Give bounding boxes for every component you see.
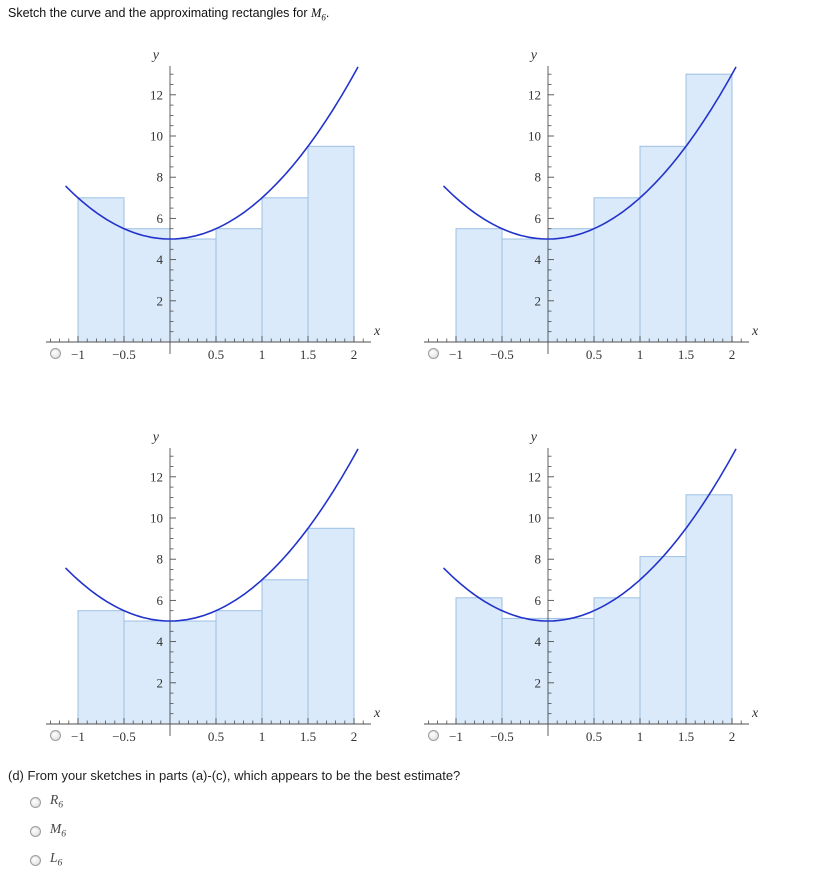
parabola-curve — [443, 448, 737, 622]
chart-option-b-radio[interactable] — [428, 348, 439, 359]
svg-text:1.5: 1.5 — [300, 347, 316, 362]
svg-text:2: 2 — [157, 293, 164, 308]
svg-text:12: 12 — [528, 87, 541, 102]
chart-option-a-plot: −1 −0.5 0.5 1 1.5 2 2 4 6 8 10 12 y x — [46, 48, 381, 362]
question-d: (d) From your sketches in parts (a)-(c),… — [8, 768, 460, 870]
svg-text:−0.5: −0.5 — [490, 347, 514, 362]
svg-text:−1: −1 — [71, 347, 85, 362]
chart-option-c-plot: −1 −0.5 0.5 1 1.5 2 2 4 6 8 10 12 y x — [46, 430, 381, 744]
parabola-curve — [65, 66, 359, 240]
answer-option-m6[interactable]: M6 — [30, 821, 460, 841]
chart-option-a-radio[interactable] — [50, 348, 61, 359]
svg-text:2: 2 — [535, 293, 542, 308]
svg-text:8: 8 — [157, 170, 164, 185]
svg-text:2: 2 — [157, 675, 164, 690]
svg-text:2: 2 — [729, 347, 736, 362]
chart-option-d: −1 −0.5 0.5 1 1.5 2 2 4 6 8 10 12 y x — [408, 406, 764, 754]
svg-text:12: 12 — [150, 469, 163, 484]
svg-text:1: 1 — [637, 729, 644, 744]
svg-text:8: 8 — [535, 552, 542, 567]
svg-text:12: 12 — [528, 469, 541, 484]
y-axis-label: y — [529, 430, 538, 445]
svg-text:2: 2 — [729, 729, 736, 744]
axes: −1 −0.5 0.5 1 1.5 2 2 4 6 8 10 12 y x — [46, 430, 381, 744]
chart-option-b: −1 −0.5 0.5 1 1.5 2 2 4 6 8 10 12 y x — [408, 24, 764, 372]
answer-option-m6-radio[interactable] — [30, 825, 41, 837]
chart-option-b-plot: −1 −0.5 0.5 1 1.5 2 2 4 6 8 10 12 y x — [424, 48, 759, 362]
chart-option-c: −1 −0.5 0.5 1 1.5 2 2 4 6 8 10 12 y x — [30, 406, 386, 754]
svg-text:6: 6 — [535, 211, 542, 226]
svg-text:0.5: 0.5 — [586, 347, 602, 362]
svg-text:−1: −1 — [449, 729, 463, 744]
svg-text:12: 12 — [150, 87, 163, 102]
page-title: Sketch the curve and the approximating r… — [8, 6, 329, 23]
svg-text:−1: −1 — [71, 729, 85, 744]
x-axis-label: x — [373, 324, 381, 339]
svg-text:10: 10 — [150, 511, 163, 526]
svg-text:4: 4 — [535, 252, 542, 267]
svg-text:1: 1 — [637, 347, 644, 362]
svg-text:1: 1 — [259, 729, 266, 744]
svg-text:1.5: 1.5 — [300, 729, 316, 744]
answer-option-l6-label: L6 — [50, 850, 63, 869]
svg-text:2: 2 — [351, 729, 358, 744]
axes: −1 −0.5 0.5 1 1.5 2 2 4 6 8 10 12 y x — [424, 430, 759, 744]
x-axis-label: x — [751, 324, 759, 339]
svg-text:0.5: 0.5 — [208, 347, 224, 362]
approximating-rectangles — [455, 73, 733, 343]
svg-text:0.5: 0.5 — [208, 729, 224, 744]
svg-text:4: 4 — [157, 634, 164, 649]
svg-text:4: 4 — [535, 634, 542, 649]
svg-text:10: 10 — [150, 129, 163, 144]
svg-text:2: 2 — [535, 675, 542, 690]
title-math-subscript: 6 — [321, 12, 326, 23]
svg-text:2: 2 — [351, 347, 358, 362]
title-math-letter: M — [310, 6, 322, 20]
parabola-curve — [443, 66, 737, 240]
svg-text:8: 8 — [535, 170, 542, 185]
svg-text:4: 4 — [157, 252, 164, 267]
axes: −1 −0.5 0.5 1 1.5 2 2 4 6 8 10 12 y x — [46, 48, 381, 362]
svg-text:8: 8 — [157, 552, 164, 567]
svg-text:10: 10 — [528, 129, 541, 144]
approximating-rectangles — [77, 527, 355, 725]
title-period: . — [325, 6, 330, 20]
answer-option-m6-label: M6 — [50, 821, 67, 840]
approximating-rectangles — [77, 145, 355, 343]
answer-option-l6-radio[interactable] — [30, 854, 41, 866]
question-d-text: (d) From your sketches in parts (a)-(c),… — [8, 768, 461, 783]
axes: −1 −0.5 0.5 1 1.5 2 2 4 6 8 10 12 y x — [424, 48, 759, 362]
svg-text:6: 6 — [535, 593, 542, 608]
chart-option-d-plot: −1 −0.5 0.5 1 1.5 2 2 4 6 8 10 12 y x — [424, 430, 759, 744]
svg-text:6: 6 — [157, 211, 164, 226]
chart-option-c-radio[interactable] — [50, 730, 61, 741]
x-axis-label: x — [373, 706, 381, 721]
answer-option-r6-label: R6 — [50, 792, 64, 811]
svg-text:6: 6 — [157, 593, 164, 608]
title-text: Sketch the curve and the approximating r… — [8, 6, 311, 20]
y-axis-label: y — [151, 48, 160, 63]
svg-text:−0.5: −0.5 — [112, 347, 136, 362]
chart-options-grid: −1 −0.5 0.5 1 1.5 2 2 4 6 8 10 12 y x −1 −0.5 0.5 1 1.5 2 2… — [30, 24, 764, 754]
y-axis-label: y — [529, 48, 538, 63]
chart-option-a: −1 −0.5 0.5 1 1.5 2 2 4 6 8 10 12 y x — [30, 24, 386, 372]
x-axis-label: x — [751, 706, 759, 721]
svg-text:10: 10 — [528, 511, 541, 526]
answer-option-l6[interactable]: L6 — [30, 850, 460, 870]
svg-text:1.5: 1.5 — [678, 729, 694, 744]
chart-option-d-radio[interactable] — [428, 730, 439, 741]
svg-text:1.5: 1.5 — [678, 347, 694, 362]
svg-text:−0.5: −0.5 — [112, 729, 136, 744]
svg-text:−0.5: −0.5 — [490, 729, 514, 744]
answer-option-r6[interactable]: R6 — [30, 792, 460, 812]
svg-text:−1: −1 — [449, 347, 463, 362]
parabola-curve — [65, 448, 359, 622]
svg-text:0.5: 0.5 — [586, 729, 602, 744]
svg-text:1: 1 — [259, 347, 266, 362]
answer-option-r6-radio[interactable] — [30, 796, 41, 808]
y-axis-label: y — [151, 430, 160, 445]
